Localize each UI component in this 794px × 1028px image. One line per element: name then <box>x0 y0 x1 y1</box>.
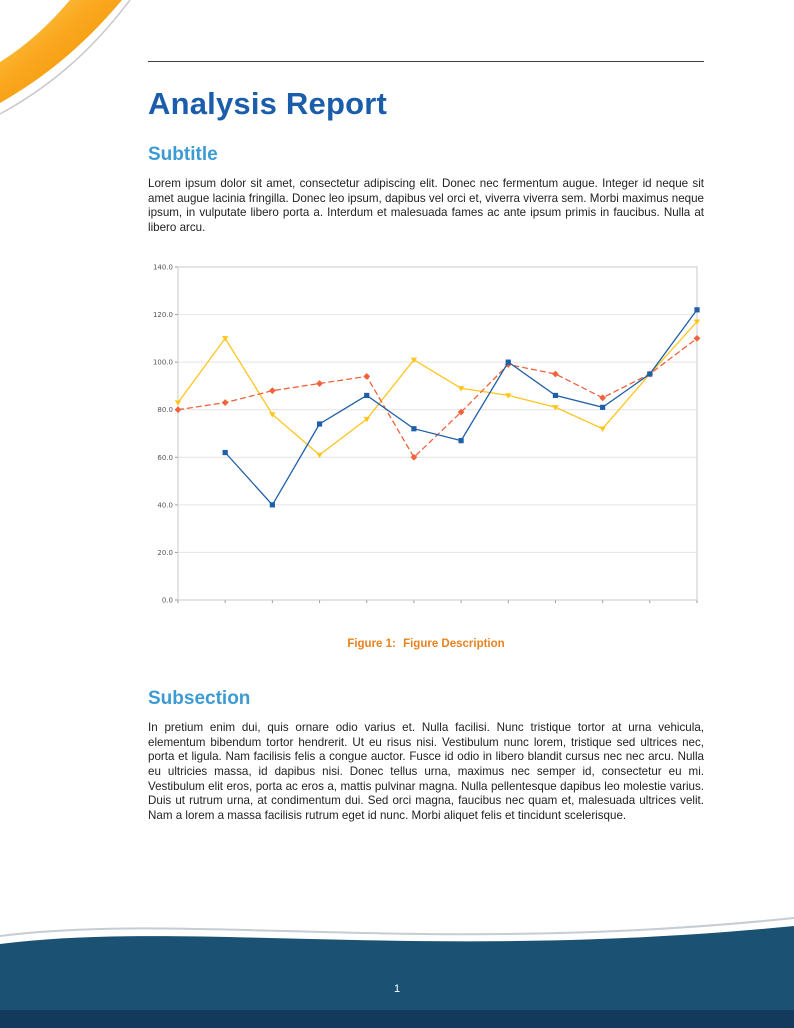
svg-text:0.0: 0.0 <box>162 596 173 604</box>
figure-caption-label: Figure 1: <box>347 637 396 650</box>
footer-wave-decoration <box>0 917 794 1028</box>
line-chart: 0.0 20.0 40.0 60.0 80.0 100.0 120.0 140.0 <box>148 262 704 614</box>
section-heading-subsection: Subsection <box>148 687 251 709</box>
svg-text:40.0: 40.0 <box>157 501 173 509</box>
corner-swoosh-decoration <box>0 0 131 115</box>
figure-caption-text: Figure Description <box>403 637 505 650</box>
body-paragraph-subsection: In pretium enim dui, quis ornare odio va… <box>148 720 704 823</box>
page-number: 1 <box>393 983 401 995</box>
section-heading-subtitle: Subtitle <box>148 144 218 165</box>
svg-text:100.0: 100.0 <box>153 358 173 366</box>
page-title: Analysis Report <box>148 86 388 121</box>
document-content: Analysis Report Subtitle Lorem ipsum dol… <box>148 0 704 824</box>
figure-caption: Figure 1: Figure Description <box>148 638 704 650</box>
body-paragraph-subtitle: Lorem ipsum dolor sit amet, consectetur … <box>148 177 704 235</box>
header-rule <box>148 61 704 62</box>
figure: 0.0 20.0 40.0 60.0 80.0 100.0 120.0 140.0 Figur… <box>148 262 704 650</box>
svg-text:120.0: 120.0 <box>153 311 173 319</box>
svg-text:60.0: 60.0 <box>157 454 173 462</box>
svg-text:140.0: 140.0 <box>153 263 173 271</box>
svg-text:20.0: 20.0 <box>157 549 173 557</box>
svg-text:80.0: 80.0 <box>157 406 173 414</box>
